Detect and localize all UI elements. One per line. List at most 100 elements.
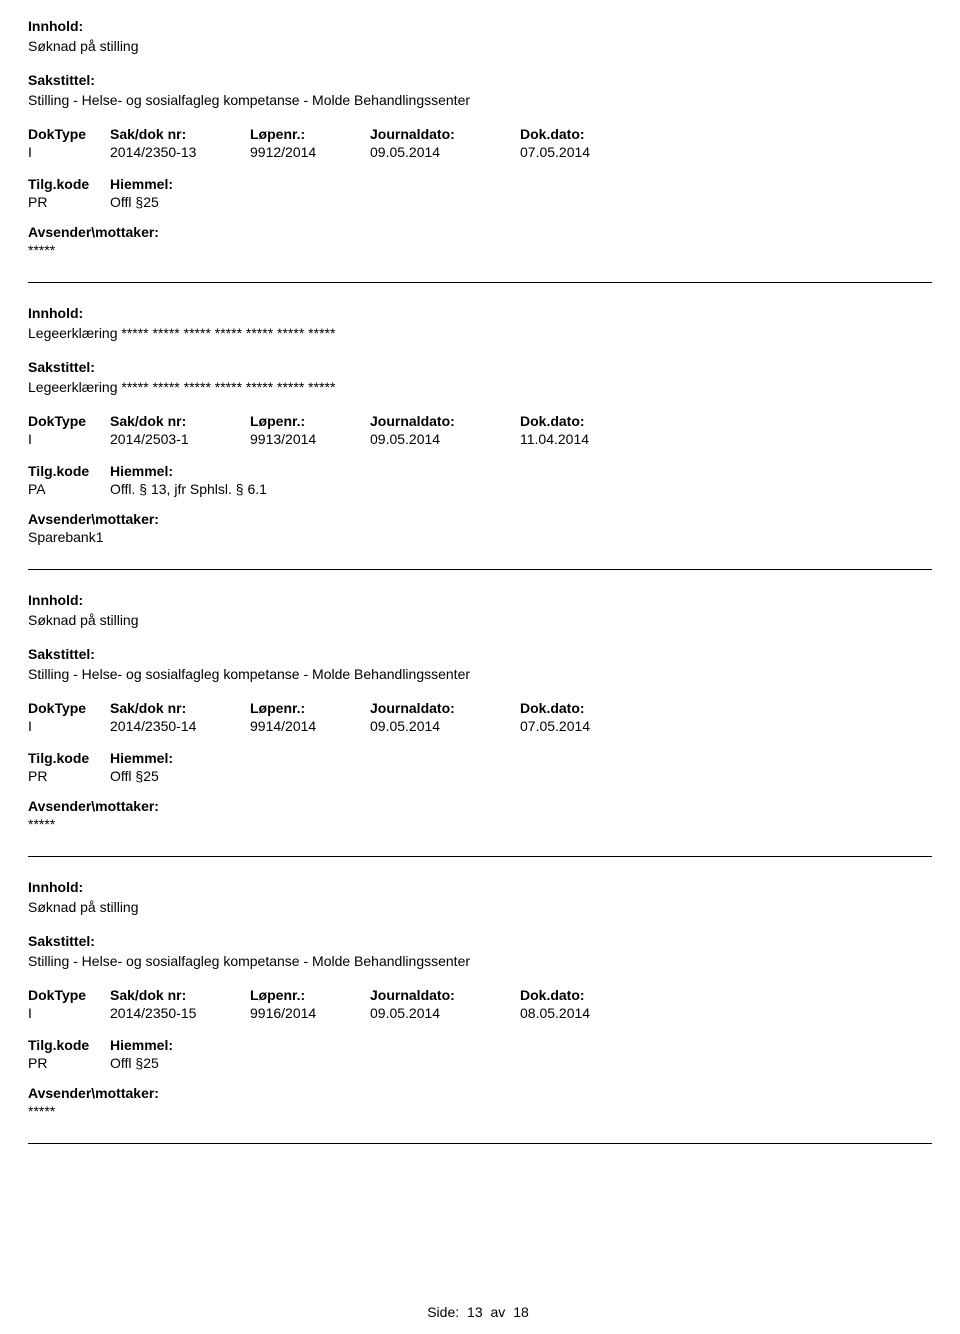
journaldato-value: 09.05.2014 — [370, 1005, 520, 1021]
tilgkode-value: PR — [28, 194, 110, 210]
tilgkode-header: Tilg.kode — [28, 750, 110, 766]
tilg-value-row: PR Offl §25 — [28, 768, 932, 784]
tilg-header-row: Tilg.kode Hiemmel: — [28, 1037, 932, 1053]
hiemmel-header: Hiemmel: — [110, 463, 932, 479]
col-lopenr-header: Løpenr.: — [250, 126, 370, 142]
col-dokdato-header: Dok.dato: — [520, 413, 670, 429]
hiemmel-value: Offl. § 13, jfr Sphlsl. § 6.1 — [110, 481, 932, 497]
tilg-value-row: PA Offl. § 13, jfr Sphlsl. § 6.1 — [28, 481, 932, 497]
col-sakdok-header: Sak/dok nr: — [110, 700, 250, 716]
avsender-label: Avsender\mottaker: — [28, 224, 932, 240]
journal-record: Innhold: Søknad på stilling Sakstittel: … — [28, 879, 932, 1143]
innhold-label: Innhold: — [28, 592, 932, 608]
tilgkode-value: PA — [28, 481, 110, 497]
footer-current-page: 13 — [467, 1304, 483, 1320]
doktype-value: I — [28, 431, 110, 447]
sakdok-value: 2014/2350-14 — [110, 718, 250, 734]
col-journaldato-header: Journaldato: — [370, 987, 520, 1003]
journal-record: Innhold: Søknad på stilling Sakstittel: … — [28, 592, 932, 856]
records-container: Innhold: Søknad på stilling Sakstittel: … — [28, 18, 932, 1144]
col-lopenr-header: Løpenr.: — [250, 700, 370, 716]
lopenr-value: 9914/2014 — [250, 718, 370, 734]
col-lopenr-header: Løpenr.: — [250, 987, 370, 1003]
sakstittel-value: Stilling - Helse- og sosialfagleg kompet… — [28, 953, 932, 969]
tilgkode-header: Tilg.kode — [28, 1037, 110, 1053]
sakstittel-value: Stilling - Helse- og sosialfagleg kompet… — [28, 666, 932, 682]
lopenr-value: 9916/2014 — [250, 1005, 370, 1021]
journal-record: Innhold: Legeerklæring ***** ***** *****… — [28, 305, 932, 569]
columns-header-row: DokType Sak/dok nr: Løpenr.: Journaldato… — [28, 987, 932, 1003]
sakstittel-label: Sakstittel: — [28, 72, 932, 88]
dokdato-value: 11.04.2014 — [520, 431, 670, 447]
columns-header-row: DokType Sak/dok nr: Løpenr.: Journaldato… — [28, 413, 932, 429]
doktype-value: I — [28, 144, 110, 160]
sakdok-value: 2014/2350-13 — [110, 144, 250, 160]
col-doktype-header: DokType — [28, 700, 110, 716]
innhold-value: Legeerklæring ***** ***** ***** ***** **… — [28, 325, 932, 341]
col-sakdok-header: Sak/dok nr: — [110, 987, 250, 1003]
dokdato-value: 07.05.2014 — [520, 718, 670, 734]
sakstittel-label: Sakstittel: — [28, 359, 932, 375]
lopenr-value: 9913/2014 — [250, 431, 370, 447]
innhold-value: Søknad på stilling — [28, 899, 932, 915]
hiemmel-header: Hiemmel: — [110, 750, 932, 766]
hiemmel-value: Offl §25 — [110, 768, 932, 784]
avsender-value: Sparebank1 — [28, 529, 932, 545]
doktype-value: I — [28, 718, 110, 734]
hiemmel-value: Offl §25 — [110, 194, 932, 210]
innhold-label: Innhold: — [28, 305, 932, 321]
col-dokdato-header: Dok.dato: — [520, 126, 670, 142]
tilg-value-row: PR Offl §25 — [28, 1055, 932, 1071]
col-sakdok-header: Sak/dok nr: — [110, 126, 250, 142]
columns-header-row: DokType Sak/dok nr: Løpenr.: Journaldato… — [28, 700, 932, 716]
columns-value-row: I 2014/2503-1 9913/2014 09.05.2014 11.04… — [28, 431, 932, 447]
journaldato-value: 09.05.2014 — [370, 144, 520, 160]
sakstittel-value: Stilling - Helse- og sosialfagleg kompet… — [28, 92, 932, 108]
tilg-header-row: Tilg.kode Hiemmel: — [28, 176, 932, 192]
tilg-header-row: Tilg.kode Hiemmel: — [28, 750, 932, 766]
col-sakdok-header: Sak/dok nr: — [110, 413, 250, 429]
innhold-value: Søknad på stilling — [28, 612, 932, 628]
journal-record: Innhold: Søknad på stilling Sakstittel: … — [28, 18, 932, 282]
col-doktype-header: DokType — [28, 126, 110, 142]
sakstittel-label: Sakstittel: — [28, 646, 932, 662]
record-divider — [28, 856, 932, 857]
col-journaldato-header: Journaldato: — [370, 413, 520, 429]
col-dokdato-header: Dok.dato: — [520, 987, 670, 1003]
hiemmel-value: Offl §25 — [110, 1055, 932, 1071]
columns-value-row: I 2014/2350-13 9912/2014 09.05.2014 07.0… — [28, 144, 932, 160]
avsender-value: ***** — [28, 1103, 932, 1119]
sakdok-value: 2014/2503-1 — [110, 431, 250, 447]
hiemmel-header: Hiemmel: — [110, 176, 932, 192]
sakstittel-label: Sakstittel: — [28, 933, 932, 949]
doktype-value: I — [28, 1005, 110, 1021]
avsender-value: ***** — [28, 242, 932, 258]
tilgkode-value: PR — [28, 1055, 110, 1071]
tilgkode-header: Tilg.kode — [28, 176, 110, 192]
sakdok-value: 2014/2350-15 — [110, 1005, 250, 1021]
record-divider — [28, 282, 932, 283]
footer-total-pages: 18 — [513, 1304, 529, 1320]
journaldato-value: 09.05.2014 — [370, 718, 520, 734]
columns-value-row: I 2014/2350-14 9914/2014 09.05.2014 07.0… — [28, 718, 932, 734]
lopenr-value: 9912/2014 — [250, 144, 370, 160]
tilg-value-row: PR Offl §25 — [28, 194, 932, 210]
journaldato-value: 09.05.2014 — [370, 431, 520, 447]
tilg-header-row: Tilg.kode Hiemmel: — [28, 463, 932, 479]
columns-value-row: I 2014/2350-15 9916/2014 09.05.2014 08.0… — [28, 1005, 932, 1021]
innhold-label: Innhold: — [28, 18, 932, 34]
record-divider — [28, 569, 932, 570]
tilgkode-header: Tilg.kode — [28, 463, 110, 479]
page-footer: Side: 13 av 18 — [28, 1304, 932, 1320]
tilgkode-value: PR — [28, 768, 110, 784]
columns-header-row: DokType Sak/dok nr: Løpenr.: Journaldato… — [28, 126, 932, 142]
col-lopenr-header: Løpenr.: — [250, 413, 370, 429]
col-dokdato-header: Dok.dato: — [520, 700, 670, 716]
avsender-value: ***** — [28, 816, 932, 832]
col-journaldato-header: Journaldato: — [370, 126, 520, 142]
innhold-value: Søknad på stilling — [28, 38, 932, 54]
avsender-label: Avsender\mottaker: — [28, 1085, 932, 1101]
col-journaldato-header: Journaldato: — [370, 700, 520, 716]
avsender-label: Avsender\mottaker: — [28, 798, 932, 814]
avsender-label: Avsender\mottaker: — [28, 511, 932, 527]
